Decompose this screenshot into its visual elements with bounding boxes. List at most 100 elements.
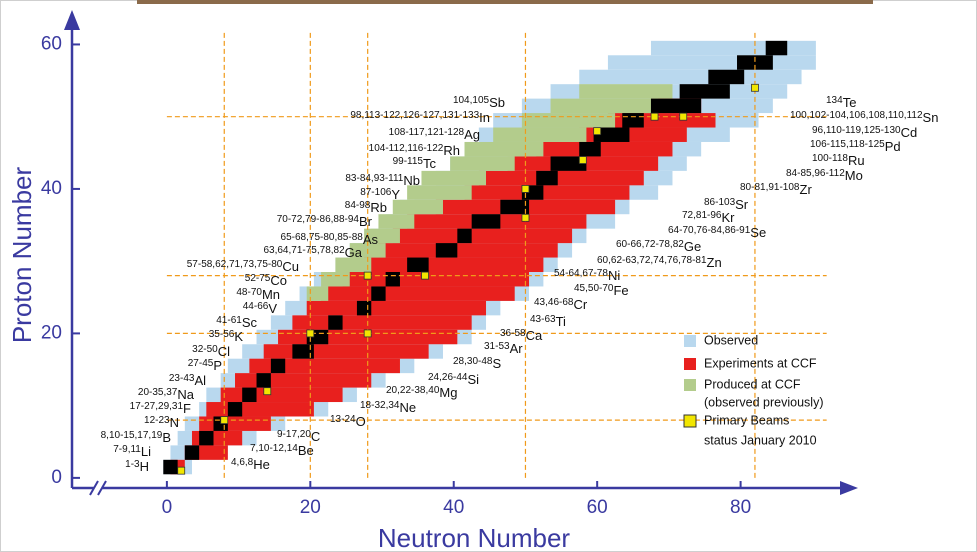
element-label: 52-75Co	[245, 273, 287, 289]
stable-cells	[708, 69, 745, 85]
stable-cells	[356, 300, 372, 316]
element-label: 98,113-122,126-127,131-133In	[350, 110, 490, 126]
element-label: 17-27,29,31F	[130, 401, 191, 417]
ccf-cells	[306, 300, 487, 316]
mass-range: 20-35,37	[138, 387, 178, 398]
mass-range: 108-117,121-128	[389, 127, 465, 138]
observed-cells	[607, 55, 816, 70]
ccf-cells	[392, 228, 573, 244]
mass-range: 28,30-48	[453, 356, 493, 367]
plot-area	[163, 30, 827, 478]
produced-cells	[378, 214, 415, 229]
mass-range: 23-43	[169, 373, 195, 384]
element-symbol: Zr	[800, 182, 813, 197]
legend-label: Produced at CCF	[704, 377, 801, 391]
stable-cells	[256, 373, 271, 388]
mass-range: 134	[826, 95, 843, 106]
mass-range: 70-72,79-86,88-94	[277, 214, 360, 225]
mass-range: 7,10-12,14	[250, 443, 298, 454]
element-symbol: P	[213, 358, 222, 373]
element-symbol: Ne	[399, 400, 416, 415]
primary-beam	[679, 112, 688, 121]
x-tick-label: 40	[443, 497, 464, 518]
mass-range: 18-32,34	[360, 400, 400, 411]
stable-cells	[622, 113, 644, 128]
primary-beam	[263, 387, 272, 396]
element-symbol: Ru	[848, 153, 865, 168]
stable-cells	[679, 84, 730, 99]
y-tick-label: 60	[41, 33, 62, 54]
ccf-cells	[249, 358, 400, 374]
element-label: 84-85,96-112Mo	[786, 168, 863, 184]
primary-beam	[650, 112, 659, 121]
element-symbol: Mn	[262, 287, 280, 302]
element-symbol: Ag	[464, 127, 480, 142]
element-label: 106-115,118-125Pd	[810, 139, 901, 155]
element-symbol: Sc	[242, 315, 258, 330]
element-label: 87-106Y	[360, 187, 400, 203]
primary-beam	[521, 213, 530, 222]
produced-cells	[579, 84, 673, 99]
mass-range: 27-45	[188, 358, 214, 369]
mass-range: 96,110-119,125-130	[812, 125, 901, 136]
mass-range: 24,26-44	[428, 372, 468, 383]
produced-cells	[521, 113, 616, 128]
element-label: 28,30-48S	[453, 356, 501, 372]
element-symbol: Se	[750, 225, 766, 240]
element-label: 60-66,72-78,82Ge	[616, 239, 701, 255]
element-label: 32-50Cl	[192, 344, 230, 360]
mass-range: 72,81-96	[682, 210, 722, 221]
axis-break-gap	[94, 482, 102, 494]
element-symbol: Sn	[923, 110, 939, 125]
mass-range: 54-64,67-78	[554, 268, 608, 279]
stable-cells	[199, 430, 214, 446]
stable-cells	[184, 445, 200, 460]
ccf-cells	[199, 416, 271, 431]
element-label: 36-58Ca	[500, 328, 543, 344]
element-symbol: Rb	[370, 200, 387, 215]
mass-range: 100,102-104,106,108,110,112	[790, 110, 923, 121]
element-label: 64-70,76-84,86-91Se	[668, 225, 766, 241]
element-label: 72,81-96Kr	[682, 210, 735, 226]
element-label: 108-117,121-128Ag	[389, 127, 480, 143]
mass-range: 44-66	[243, 301, 269, 312]
element-symbol: He	[253, 457, 270, 472]
y-tick-label: 40	[41, 178, 62, 199]
element-label: 7-9,11Li	[113, 444, 151, 460]
element-label: 45,50-70Fe	[574, 283, 629, 299]
element-symbol: Si	[467, 372, 479, 387]
primary-beam	[363, 271, 372, 280]
ccf-cells	[263, 344, 429, 359]
produced-cells	[321, 272, 350, 287]
element-label: 44-66V	[243, 301, 278, 317]
mass-range: 41-61	[216, 315, 242, 326]
mass-range: 100-118	[812, 153, 848, 164]
primary-beam	[306, 329, 315, 338]
element-symbol: As	[363, 232, 379, 247]
mass-range: 63,64,71-75,78,82	[263, 245, 345, 256]
element-symbol: Ge	[684, 239, 701, 254]
x-axis-label: Neutron Number	[378, 523, 571, 552]
mass-range: 45,50-70	[574, 283, 614, 294]
legend-label: Primary Beams	[704, 413, 789, 427]
element-symbol: In	[479, 110, 490, 125]
element-symbol: Tc	[423, 156, 437, 171]
stable-cells	[550, 156, 587, 171]
element-label: 84-98Rb	[345, 200, 387, 216]
stable-cells	[457, 228, 472, 244]
primary-beam	[421, 271, 429, 280]
element-symbol: C	[311, 429, 320, 444]
element-label: 9-17,20C	[277, 429, 320, 445]
stable-cells	[227, 402, 243, 417]
ccf-cells	[235, 373, 372, 388]
element-symbol: Sr	[735, 197, 749, 212]
element-label: 70-72,79-86,88-94Br	[277, 214, 373, 230]
y-axis-label: Proton Number	[7, 167, 37, 344]
legend-swatch	[683, 414, 697, 428]
mass-range: 52-75	[245, 273, 271, 284]
legend-label: Experiments at CCF	[704, 356, 817, 370]
mass-range: 43-63	[530, 314, 556, 325]
element-symbol: Ar	[510, 341, 524, 356]
stable-cells	[371, 286, 386, 301]
